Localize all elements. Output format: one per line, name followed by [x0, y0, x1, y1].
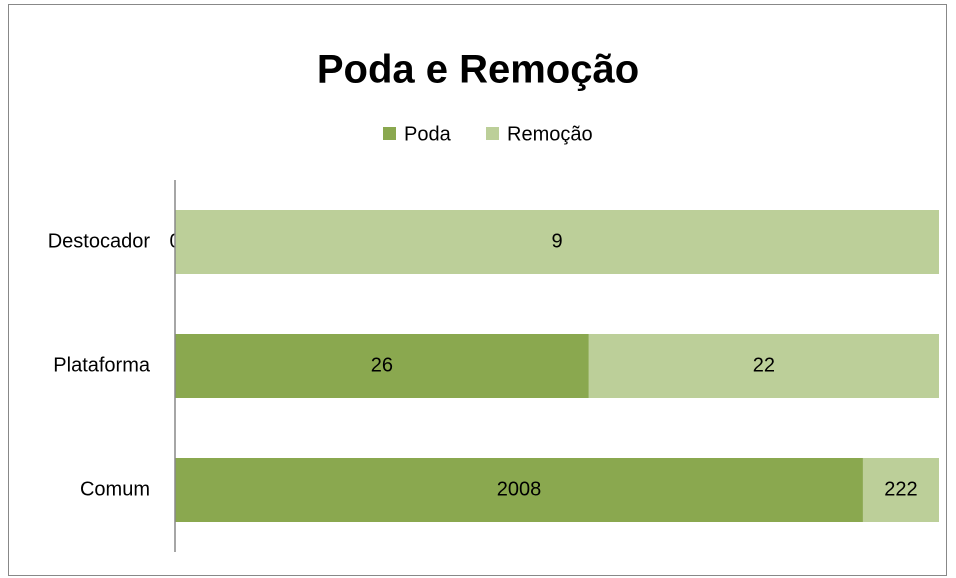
legend-label: Poda: [404, 123, 452, 145]
bar-segment: [175, 210, 939, 274]
data-label: 9: [551, 230, 562, 252]
legend-swatch: [486, 127, 499, 140]
data-label: 222: [884, 478, 917, 500]
legend-swatch: [383, 127, 396, 140]
data-label: 22: [753, 354, 775, 376]
bar-segment: [588, 334, 939, 398]
bar-segment: [175, 458, 863, 522]
data-label: 2008: [497, 478, 542, 500]
data-label: 26: [371, 354, 393, 376]
legend-label: Remoção: [507, 123, 593, 145]
chart-title: Poda e Remoção: [317, 48, 639, 92]
y-tick-label: Plataforma: [53, 354, 151, 376]
bar-segment: [175, 334, 589, 398]
bar-segment: [862, 458, 939, 522]
y-tick-label: Destocador: [48, 230, 151, 252]
y-tick-label: Comum: [80, 478, 150, 500]
